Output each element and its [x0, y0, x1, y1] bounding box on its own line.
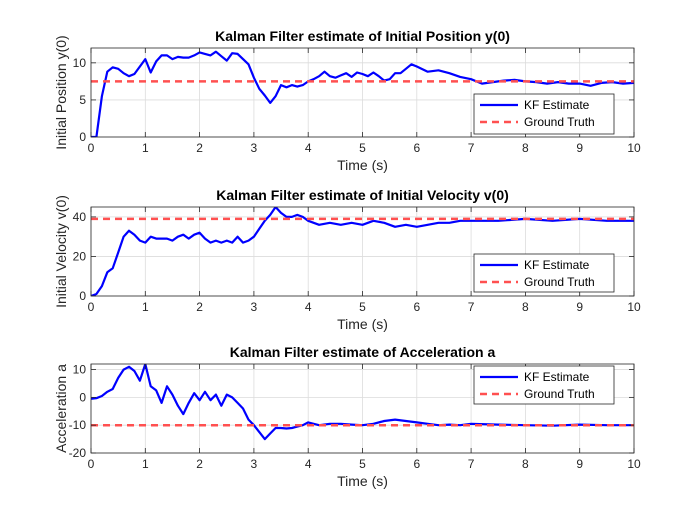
x-tick-label: 8 [522, 457, 529, 471]
x-tick-label: 7 [468, 141, 475, 155]
x-tick-label: 5 [359, 300, 366, 314]
y-tick-label: 0 [79, 130, 86, 144]
y-axis-label: Initial Velocity v(0) [53, 195, 69, 308]
x-tick-label: 0 [88, 457, 95, 471]
x-tick-label: 2 [196, 457, 203, 471]
x-tick-label: 3 [251, 300, 258, 314]
legend-label: KF Estimate [524, 370, 590, 384]
y-tick-label: 0 [79, 289, 86, 303]
chart-title: Kalman Filter estimate of Initial Veloci… [216, 187, 509, 203]
x-tick-label: 9 [576, 141, 583, 155]
x-tick-label: 6 [413, 141, 420, 155]
y-tick-label: 10 [73, 363, 87, 377]
legend-label: Ground Truth [524, 387, 595, 401]
chart-2: 0 1 2 3 4 5 6 7 8 9 10 0 20 40 Kalman Filter estimate … [53, 187, 641, 332]
x-tick-label: 0 [88, 141, 95, 155]
legend-label: KF Estimate [524, 258, 590, 272]
legend-box [473, 93, 615, 135]
chart-3: 0 1 2 3 4 5 6 7 8 9 10 -20 -10 0 10 Kalman Filter estim… [53, 344, 641, 489]
x-tick-label: 6 [413, 300, 420, 314]
legend: KF Estimate Ground Truth [473, 253, 615, 293]
chart-title: Kalman Filter estimate of Acceleration a [230, 344, 496, 360]
x-tick-label: 3 [251, 141, 258, 155]
x-tick-label: 9 [576, 300, 583, 314]
kf-estimate-line [91, 207, 634, 296]
x-tick-label: 5 [359, 457, 366, 471]
legend-label: Ground Truth [524, 115, 595, 129]
chart-1: 0 1 2 3 4 5 6 7 8 9 10 0 5 10 Kalman Filter estimate o… [53, 28, 641, 173]
y-axis-label: Acceleration a [53, 364, 69, 453]
x-tick-label: 5 [359, 141, 366, 155]
x-tick-label: 4 [305, 457, 312, 471]
legend-box [473, 253, 615, 293]
x-tick-label: 1 [142, 300, 149, 314]
x-tick-label: 7 [468, 300, 475, 314]
y-tick-label: 0 [79, 390, 86, 404]
x-tick-label: 4 [305, 141, 312, 155]
legend-label: Ground Truth [524, 275, 595, 289]
chart-title: Kalman Filter estimate of Initial Positi… [215, 28, 510, 44]
x-tick-label: 4 [305, 300, 312, 314]
y-axis-label: Initial Position y(0) [53, 35, 69, 149]
y-tick-label: 10 [73, 56, 87, 70]
legend: KF Estimate Ground Truth [473, 93, 615, 135]
x-tick-label: 2 [196, 300, 203, 314]
x-tick-label: 1 [142, 457, 149, 471]
x-tick-label: 9 [576, 457, 583, 471]
x-axis-label: Time (s) [337, 473, 388, 489]
x-axis-label: Time (s) [337, 157, 388, 173]
x-tick-label: 10 [627, 457, 641, 471]
x-tick-label: 8 [522, 141, 529, 155]
legend: KF Estimate Ground Truth [473, 365, 615, 405]
x-tick-label: 8 [522, 300, 529, 314]
x-tick-label: 3 [251, 457, 258, 471]
x-tick-label: 7 [468, 457, 475, 471]
y-tick-label: 5 [79, 93, 86, 107]
y-tick-label: -20 [69, 446, 87, 460]
x-tick-label: 6 [413, 457, 420, 471]
x-tick-label: 1 [142, 141, 149, 155]
x-tick-label: 10 [627, 300, 641, 314]
x-axis-label: Time (s) [337, 316, 388, 332]
y-tick-label: 20 [73, 249, 87, 263]
y-tick-label: -10 [69, 418, 87, 432]
x-tick-label: 0 [88, 300, 95, 314]
kf-estimate-line [91, 364, 634, 441]
x-tick-label: 2 [196, 141, 203, 155]
legend-box [473, 365, 615, 405]
y-tick-label: 40 [73, 210, 87, 224]
legend-label: KF Estimate [524, 98, 590, 112]
x-tick-label: 10 [627, 141, 641, 155]
